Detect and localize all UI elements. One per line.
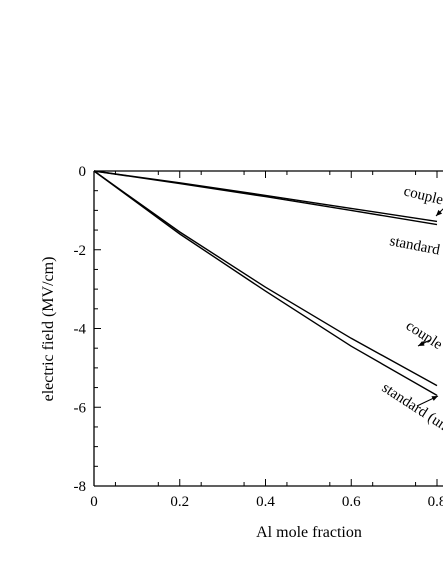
plot-frame bbox=[94, 171, 443, 486]
y-tick-label: -2 bbox=[74, 243, 87, 259]
series-lines bbox=[94, 171, 437, 395]
x-tick-label: 0.2 bbox=[170, 494, 189, 510]
annotation-standard-upper: standard bbox=[388, 233, 441, 258]
y-tick-label: -6 bbox=[74, 400, 87, 416]
annotation-couple-upper: couple bbox=[402, 183, 443, 208]
series-line-4 bbox=[94, 171, 437, 395]
series-line-2 bbox=[94, 171, 437, 225]
axis-ticks bbox=[94, 171, 437, 486]
y-tick-label: -8 bbox=[74, 479, 87, 495]
annotation-standard-lower: standard (un bbox=[379, 380, 443, 434]
annotation-couple-lower: couple bbox=[403, 318, 443, 353]
x-tick-label: 0 bbox=[90, 494, 98, 510]
series-line-3 bbox=[94, 171, 437, 386]
y-tick-label: 0 bbox=[79, 164, 87, 180]
x-tick-label: 0.6 bbox=[342, 494, 361, 510]
x-tick-label: 0.8 bbox=[428, 494, 443, 510]
x-axis-title: Al mole fraction bbox=[256, 524, 362, 541]
y-tick-label: -4 bbox=[74, 322, 87, 338]
y-axis-title: electric field (MV/cm) bbox=[40, 257, 57, 402]
x-tick-label: 0.4 bbox=[256, 494, 275, 510]
